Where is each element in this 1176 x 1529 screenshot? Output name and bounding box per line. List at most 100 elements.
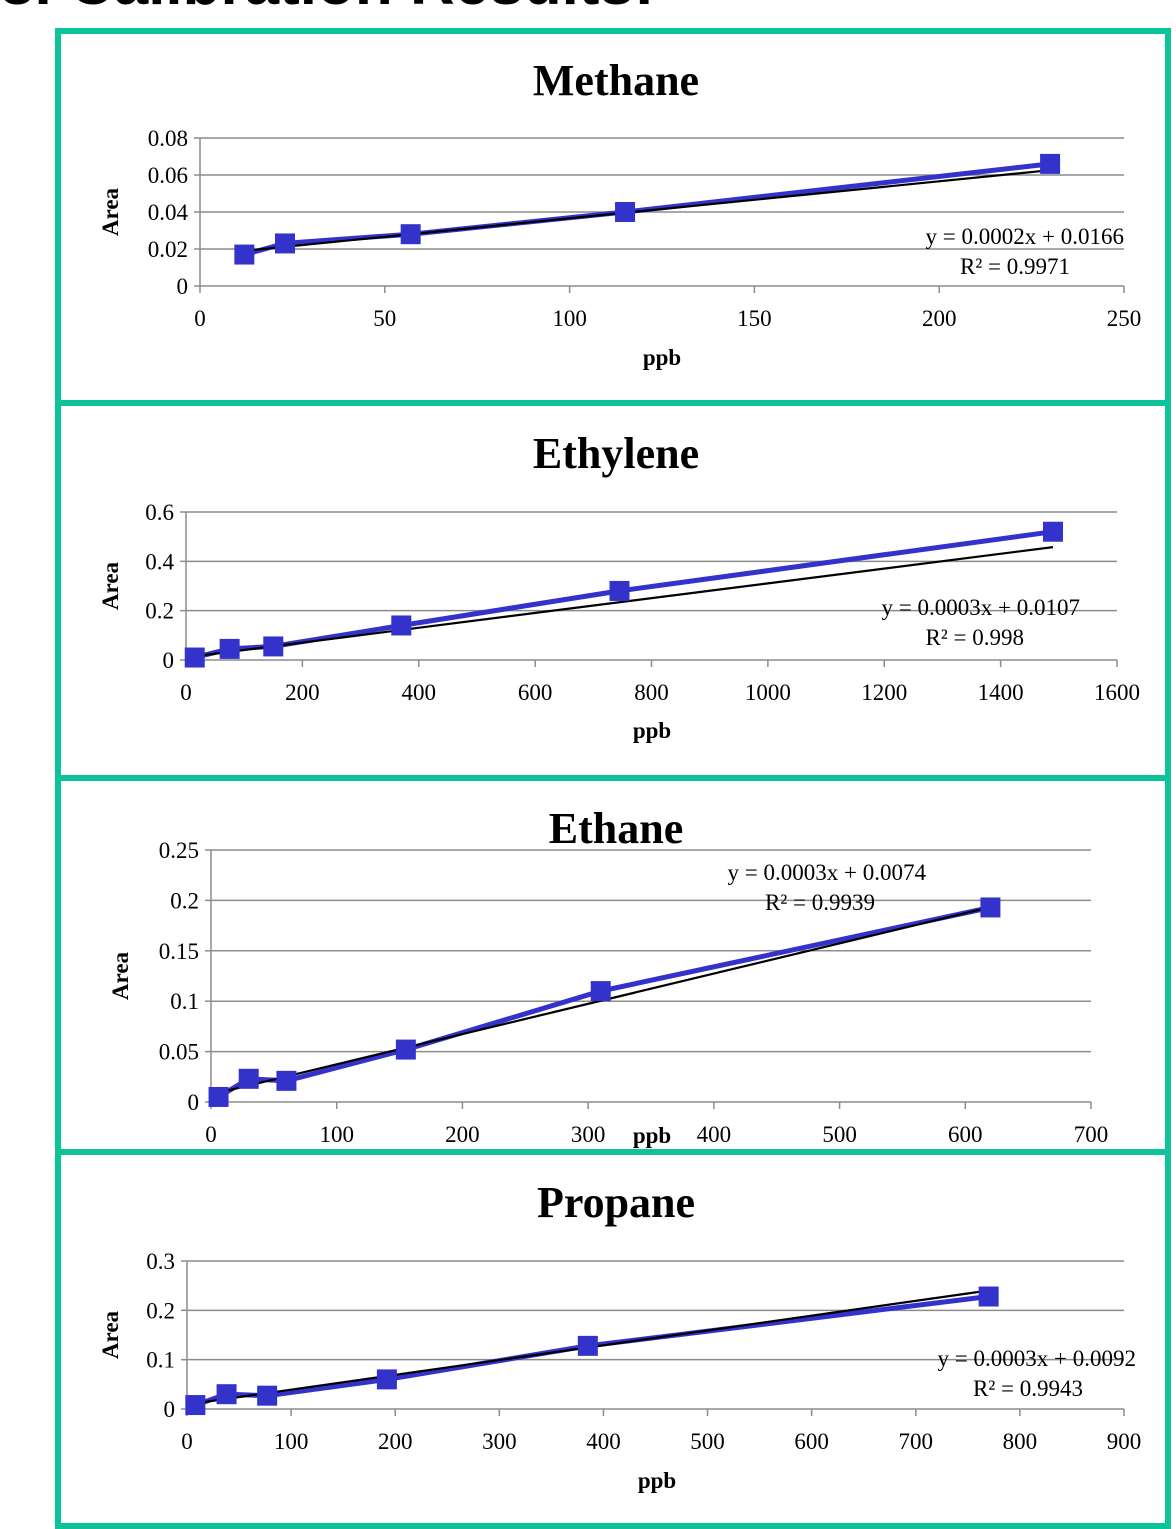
x-tick-label: 100 [319, 1122, 354, 1147]
y-tick-label: 0.1 [146, 1348, 175, 1373]
y-tick-label: 0.2 [170, 888, 199, 913]
x-tick-label: 800 [634, 680, 669, 705]
y-tick-label: 0.05 [159, 1040, 199, 1065]
x-axis-label: ppb [638, 1468, 676, 1493]
propane-chart: 0 0.1 0.2 0.3 0 100 200 300 400 500 600 700 800 900 Pr… [98, 1178, 1142, 1493]
x-tick-label: 600 [518, 680, 553, 705]
x-tick-label: 400 [697, 1122, 732, 1147]
r-squared-label: R² = 0.9971 [960, 254, 1070, 279]
x-tick-label: 150 [737, 306, 772, 331]
data-point [615, 202, 636, 222]
y-tick-label: 0.6 [145, 500, 174, 525]
data-point [219, 638, 240, 659]
r-squared-label: R² = 0.9943 [973, 1376, 1083, 1401]
r-squared-label: R² = 0.998 [926, 625, 1024, 650]
x-tick-label: 0 [194, 306, 206, 331]
x-tick-label: 700 [1074, 1122, 1109, 1147]
x-tick-label: 600 [794, 1429, 829, 1454]
data-point [577, 1335, 598, 1356]
x-tick-label: 1600 [1094, 680, 1140, 705]
data-point [208, 1086, 229, 1107]
x-axis-label: ppb [643, 345, 681, 370]
ethylene-chart: 0 0.2 0.4 0.6 0 200 400 600 800 1000 1200 1400 1600 E… [98, 429, 1140, 743]
y-tick-label: 0.4 [145, 549, 174, 574]
x-tick-label: 500 [690, 1429, 725, 1454]
x-axis-label: ppb [633, 1123, 671, 1148]
data-point [400, 224, 421, 245]
x-tick-label: 100 [274, 1429, 309, 1454]
y-tick-label: 0 [164, 1397, 176, 1422]
data-point [980, 897, 1001, 918]
x-tick-label: 100 [552, 306, 587, 331]
chart-title: Ethylene [533, 429, 699, 478]
y-axis-label: Area [98, 1310, 123, 1359]
data-point [184, 647, 205, 668]
methane-panel: 0 0.02 0.04 0.06 0.08 0 50 100 150 200 250 Methane p… [55, 28, 1171, 406]
data-point [1040, 153, 1061, 174]
x-tick-label: 200 [922, 306, 957, 331]
methane-chart: 0 0.02 0.04 0.06 0.08 0 50 100 150 200 250 Methane p… [98, 56, 1142, 370]
x-tick-label: 900 [1107, 1429, 1142, 1454]
x-tick-label: 200 [445, 1122, 480, 1147]
trendline-equation: y = 0.0003x + 0.0092 [938, 1346, 1136, 1371]
y-tick-label: 0.15 [159, 939, 199, 964]
x-tick-label: 1200 [861, 680, 907, 705]
x-tick-label: 250 [1107, 306, 1142, 331]
data-point [978, 1286, 999, 1307]
data-point [234, 244, 255, 265]
x-tick-label: 0 [180, 680, 192, 705]
y-tick-label: 0.2 [145, 599, 174, 624]
x-tick-label: 400 [402, 680, 437, 705]
x-tick-label: 300 [571, 1122, 606, 1147]
x-tick-label: 700 [899, 1429, 934, 1454]
page-heading: 3. Calibration Results: [0, 0, 655, 20]
x-tick-label: 200 [378, 1429, 413, 1454]
data-point [257, 1385, 278, 1406]
x-tick-label: 300 [482, 1429, 517, 1454]
x-tick-label: 1000 [745, 680, 791, 705]
trendline [194, 546, 1054, 658]
data-point [1042, 521, 1063, 542]
chart-title: Propane [537, 1178, 695, 1227]
trendline-equation: y = 0.0003x + 0.0074 [728, 860, 927, 885]
data-point [391, 615, 412, 636]
y-tick-label: 0.06 [148, 163, 188, 188]
x-axis-label: ppb [633, 718, 671, 743]
ethane-panel: 0 0.05 0.1 0.15 0.2 0.25 0 100 200 300 400 500 600 70… [55, 775, 1171, 1156]
data-point [263, 636, 284, 657]
x-tick-label: 50 [373, 306, 396, 331]
y-axis-label: Area [108, 951, 133, 1000]
y-tick-label: 0.04 [148, 200, 189, 225]
y-axis-label: Area [98, 561, 123, 610]
y-tick-label: 0 [163, 648, 175, 673]
data-point [276, 1070, 297, 1091]
trendline [244, 169, 1051, 252]
y-tick-label: 0 [177, 274, 189, 299]
y-tick-label: 0.08 [148, 126, 188, 151]
r-squared-label: R² = 0.9939 [765, 890, 875, 915]
x-tick-label: 600 [948, 1122, 983, 1147]
data-point [395, 1039, 416, 1060]
data-point [609, 580, 630, 601]
y-tick-label: 0.25 [159, 838, 199, 863]
y-tick-label: 0.2 [146, 1298, 175, 1323]
y-axis-label: Area [98, 187, 123, 236]
data-point [590, 981, 611, 1002]
y-tick-label: 0.3 [146, 1249, 175, 1274]
x-tick-label: 200 [285, 680, 320, 705]
x-tick-label: 500 [822, 1122, 857, 1147]
ethane-chart: 0 0.05 0.1 0.15 0.2 0.25 0 100 200 300 400 500 600 70… [108, 804, 1109, 1148]
propane-panel: 0 0.1 0.2 0.3 0 100 200 300 400 500 600 700 800 900 Pr… [55, 1149, 1171, 1529]
y-tick-label: 0 [188, 1090, 200, 1115]
x-tick-label: 400 [586, 1429, 621, 1454]
x-tick-label: 0 [181, 1429, 193, 1454]
data-point [275, 233, 296, 254]
x-tick-label: 0 [205, 1122, 217, 1147]
y-tick-label: 0.1 [170, 989, 199, 1014]
chart-title: Ethane [549, 804, 683, 853]
data-point [238, 1068, 259, 1089]
trendline-equation: y = 0.0002x + 0.0166 [926, 224, 1124, 249]
x-tick-label: 800 [1003, 1429, 1038, 1454]
trendline-equation: y = 0.0003x + 0.0107 [882, 595, 1080, 620]
x-tick-label: 1400 [978, 680, 1024, 705]
